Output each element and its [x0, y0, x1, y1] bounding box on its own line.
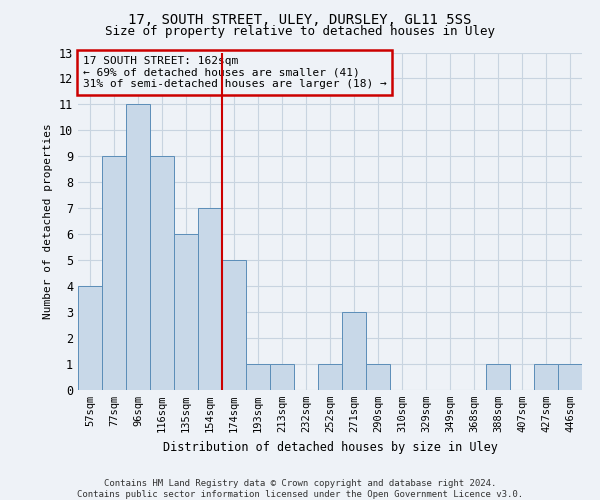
Bar: [558, 364, 582, 390]
Bar: [174, 234, 198, 390]
Bar: [534, 364, 558, 390]
Bar: [486, 364, 510, 390]
Text: 17, SOUTH STREET, ULEY, DURSLEY, GL11 5SS: 17, SOUTH STREET, ULEY, DURSLEY, GL11 5S…: [128, 12, 472, 26]
Text: Size of property relative to detached houses in Uley: Size of property relative to detached ho…: [105, 25, 495, 38]
Bar: [270, 364, 294, 390]
Bar: [366, 364, 390, 390]
Bar: [246, 364, 270, 390]
Bar: [150, 156, 174, 390]
X-axis label: Distribution of detached houses by size in Uley: Distribution of detached houses by size …: [163, 440, 497, 454]
Bar: [342, 312, 366, 390]
Text: Contains HM Land Registry data © Crown copyright and database right 2024.: Contains HM Land Registry data © Crown c…: [104, 478, 496, 488]
Bar: [78, 286, 102, 390]
Text: Contains public sector information licensed under the Open Government Licence v3: Contains public sector information licen…: [77, 490, 523, 499]
Bar: [198, 208, 222, 390]
Bar: [318, 364, 342, 390]
Bar: [126, 104, 150, 390]
Bar: [102, 156, 126, 390]
Text: 17 SOUTH STREET: 162sqm
← 69% of detached houses are smaller (41)
31% of semi-de: 17 SOUTH STREET: 162sqm ← 69% of detache…: [83, 56, 387, 89]
Bar: [222, 260, 246, 390]
Y-axis label: Number of detached properties: Number of detached properties: [43, 124, 53, 319]
